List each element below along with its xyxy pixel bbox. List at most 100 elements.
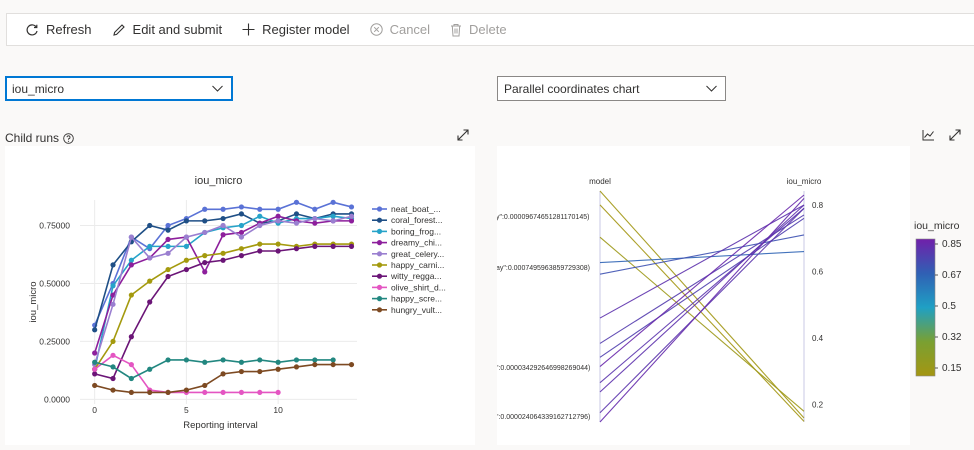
data-point bbox=[293, 211, 300, 217]
legend-label: dreamy_chi... bbox=[391, 238, 442, 248]
metric-dropdown-value: iou_micro bbox=[12, 81, 65, 96]
refresh-icon bbox=[26, 23, 38, 35]
line-chart-panel: iou_micro 0.0000 0.25000 0.50000 0.75000 0 5 10… bbox=[5, 146, 475, 445]
delete-button[interactable]: Delete bbox=[440, 14, 517, 45]
legend-label: olive_shirt_d... bbox=[391, 282, 446, 292]
register-model-label: Register model bbox=[262, 22, 350, 37]
legend-label: happy_carni... bbox=[391, 260, 444, 270]
data-point bbox=[312, 215, 318, 222]
delete-icon bbox=[451, 23, 462, 36]
data-point bbox=[238, 211, 245, 217]
data-point bbox=[202, 382, 208, 389]
edit-and-submit-button[interactable]: Edit and submit bbox=[102, 14, 233, 45]
model-tick-label: ":0.00002406433916271279​6) bbox=[497, 414, 590, 421]
data-point bbox=[165, 273, 171, 280]
refresh-button[interactable]: Refresh bbox=[7, 14, 102, 45]
data-point bbox=[257, 206, 263, 212]
data-point bbox=[147, 255, 153, 261]
data-point bbox=[257, 368, 263, 375]
data-point bbox=[257, 389, 263, 396]
data-point bbox=[202, 359, 208, 365]
data-point bbox=[257, 222, 263, 229]
help-icon[interactable] bbox=[63, 132, 74, 144]
parallel-line bbox=[599, 194, 805, 367]
data-point bbox=[330, 218, 336, 224]
data-point bbox=[110, 262, 116, 268]
data-point bbox=[330, 213, 336, 219]
data-point bbox=[275, 248, 281, 254]
data-point bbox=[183, 257, 189, 263]
data-point bbox=[275, 218, 281, 224]
colorbar-tick-label: 0.15 bbox=[942, 363, 962, 374]
data-point bbox=[147, 389, 153, 396]
legend-swatch-marker bbox=[376, 217, 383, 223]
parallel-line bbox=[599, 234, 805, 275]
data-point bbox=[330, 361, 336, 368]
data-point bbox=[257, 241, 263, 247]
chart-type-dropdown[interactable]: Parallel coordinates chart bbox=[497, 76, 726, 101]
cancel-button[interactable]: Cancel bbox=[360, 14, 440, 45]
colorbar-tick-label: 0.5 bbox=[942, 301, 956, 312]
y-tick-label: 0.25000 bbox=[39, 336, 70, 346]
legend-label: boring_frog... bbox=[391, 226, 441, 236]
data-point bbox=[275, 389, 281, 396]
chart-type-dropdown-value: Parallel coordinates chart bbox=[504, 81, 640, 96]
parallel-coordinates-chart: model iou_micro y":0.0000967465128117014​5… bbox=[496, 177, 824, 423]
data-point bbox=[238, 204, 245, 210]
x-tick-label: 0 bbox=[92, 405, 97, 415]
metric-dropdown[interactable]: iou_micro bbox=[5, 76, 233, 101]
data-point bbox=[147, 278, 153, 284]
data-point bbox=[348, 361, 355, 368]
x-axis-label: Reporting interval bbox=[183, 420, 257, 431]
data-point bbox=[202, 269, 208, 275]
data-point bbox=[220, 206, 226, 212]
legend-label: great_celery... bbox=[391, 249, 444, 259]
data-point bbox=[110, 292, 116, 298]
data-point bbox=[147, 222, 153, 229]
colorbar-scale bbox=[915, 238, 936, 377]
data-point bbox=[128, 375, 134, 382]
chevron-down-icon bbox=[212, 85, 223, 92]
add-icon bbox=[242, 23, 255, 36]
data-point bbox=[238, 234, 245, 240]
data-point bbox=[293, 220, 300, 226]
cancel-icon bbox=[369, 23, 383, 36]
register-model-button[interactable]: Register model bbox=[232, 14, 359, 45]
data-point bbox=[275, 241, 281, 247]
data-point bbox=[128, 257, 134, 263]
legend-swatch-marker bbox=[376, 228, 383, 234]
edit-icon bbox=[112, 23, 125, 36]
data-point bbox=[165, 243, 171, 249]
parallel-line bbox=[599, 204, 805, 319]
data-point bbox=[220, 389, 226, 396]
refresh-label: Refresh bbox=[46, 22, 92, 37]
data-point bbox=[147, 243, 153, 249]
y-axis-label: iou_micro bbox=[28, 281, 39, 322]
model-tick-label: ay":0.000749596385972930​8) bbox=[497, 265, 590, 272]
legend-label: witty_regga... bbox=[390, 271, 442, 281]
legend-swatch-marker bbox=[376, 296, 383, 302]
data-point bbox=[312, 220, 318, 226]
data-point bbox=[202, 206, 208, 212]
chevron-down-icon bbox=[706, 85, 717, 92]
expand-icon[interactable] bbox=[457, 129, 469, 141]
data-point bbox=[165, 236, 171, 243]
data-point bbox=[202, 259, 208, 266]
data-point bbox=[128, 262, 134, 268]
data-point bbox=[165, 222, 171, 229]
data-point bbox=[128, 292, 134, 298]
delete-label: Delete bbox=[469, 22, 507, 37]
legend-label: happy_scre... bbox=[391, 294, 442, 304]
line-chart-icon[interactable] bbox=[922, 129, 935, 141]
axis-title-iou-micro: iou_micro bbox=[787, 177, 822, 186]
data-point bbox=[183, 218, 189, 224]
parallel-line bbox=[599, 236, 805, 412]
colorbar-tick-label: 0.32 bbox=[942, 332, 962, 343]
edit-and-submit-label: Edit and submit bbox=[132, 22, 223, 37]
data-point bbox=[183, 387, 189, 393]
data-point bbox=[110, 387, 116, 393]
expand-icon[interactable] bbox=[949, 129, 961, 141]
colorbar-title: iou_micro bbox=[914, 220, 960, 232]
data-point bbox=[128, 234, 134, 240]
parallel-line bbox=[599, 204, 805, 393]
